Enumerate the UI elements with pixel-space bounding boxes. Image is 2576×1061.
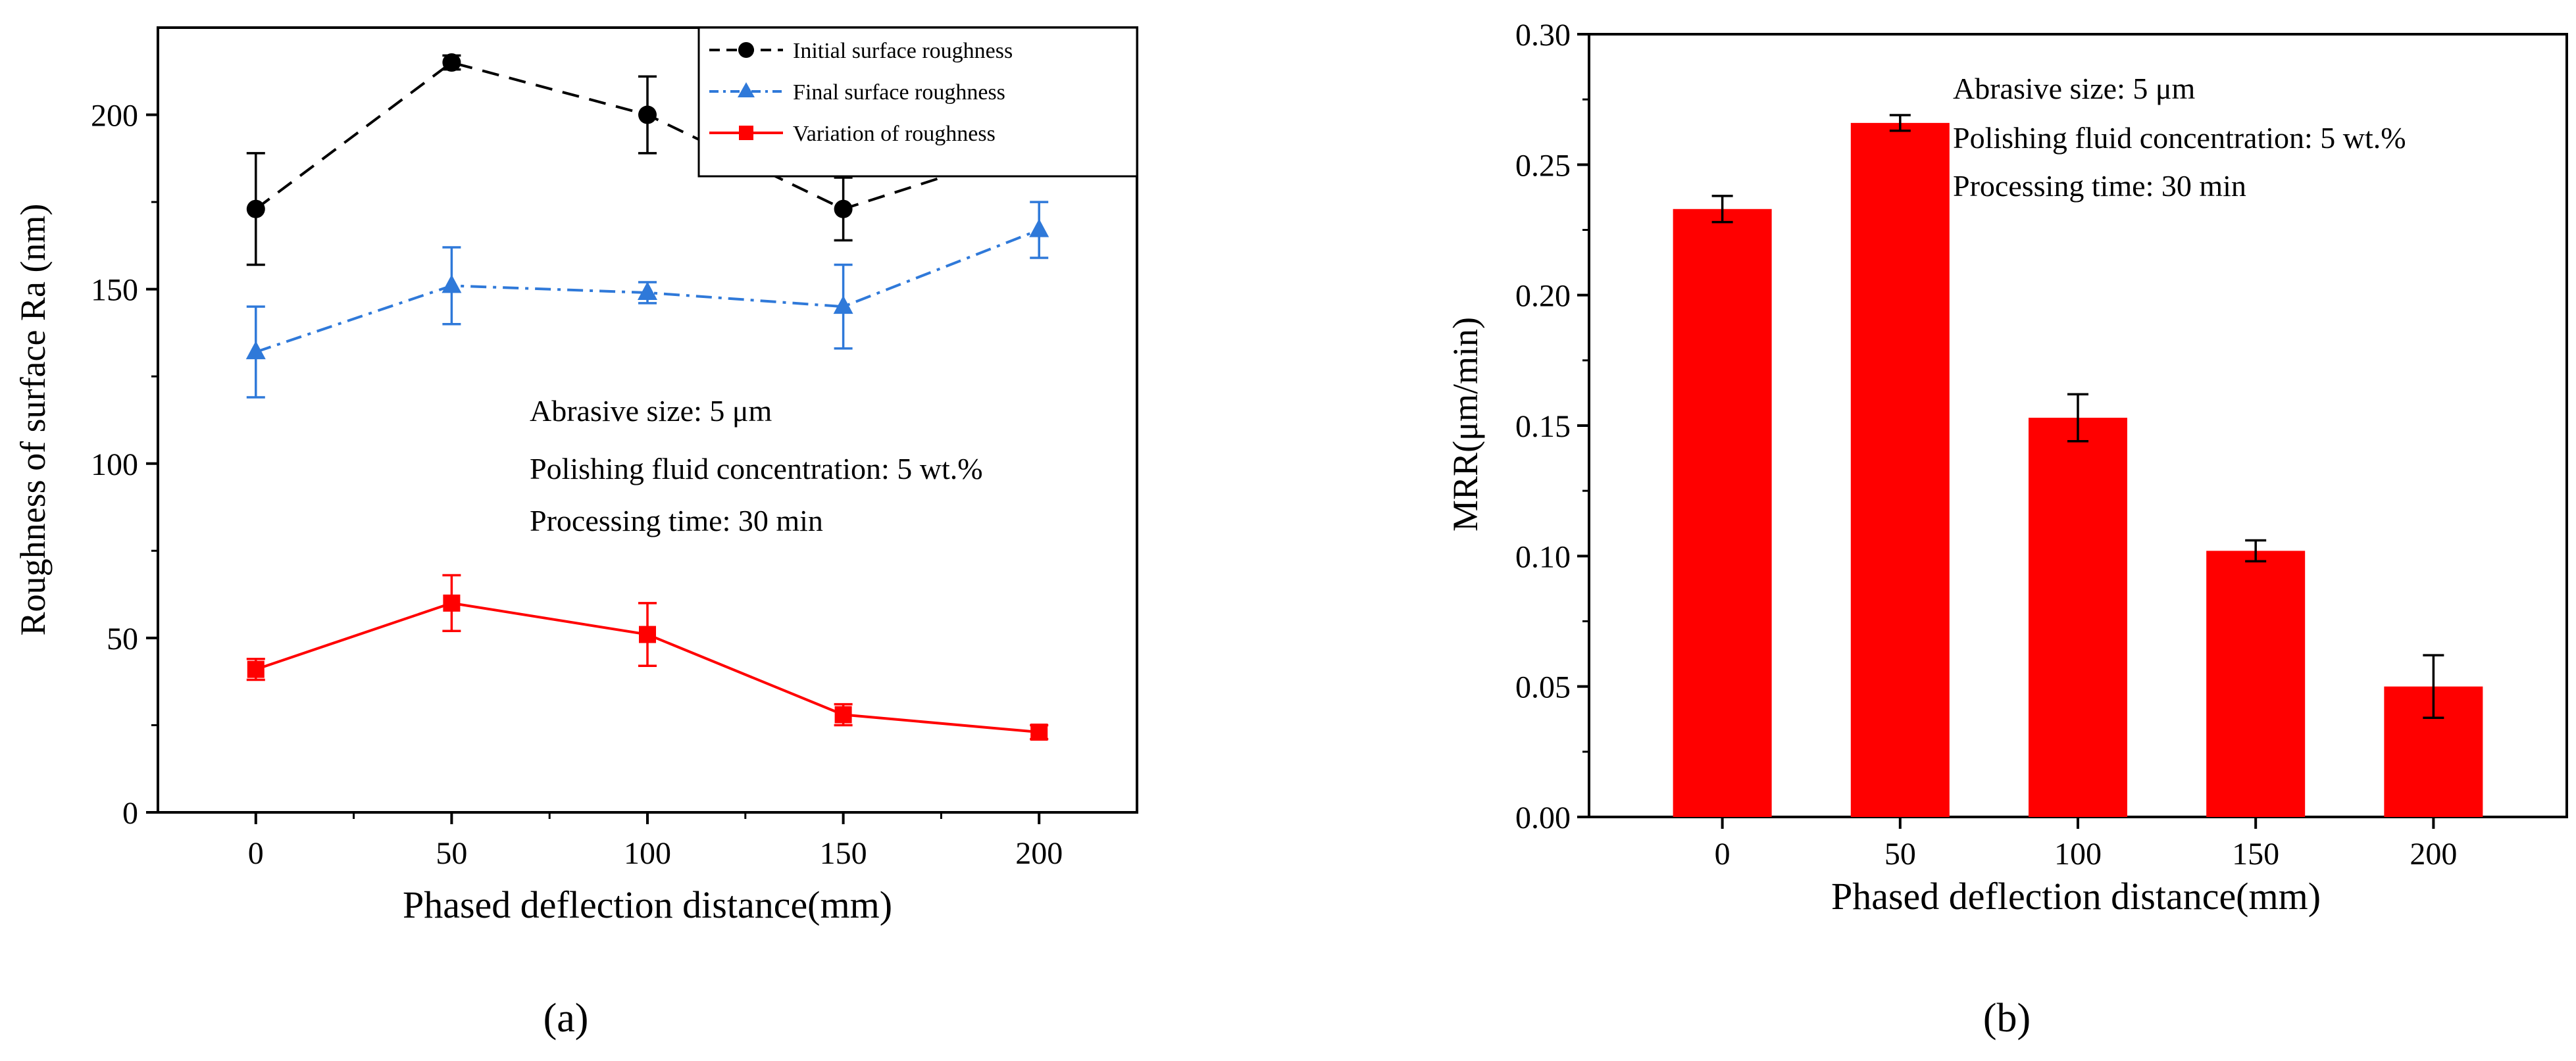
chart-b-x-tick-label: 150: [2232, 837, 2279, 872]
chart-b-y-tick-label: 0.20: [1515, 279, 1571, 314]
chart-a-data-point: [1030, 724, 1048, 741]
chart-b-y-tick-label: 0.15: [1515, 409, 1571, 444]
chart-b-y-tick-label: 0.30: [1515, 18, 1571, 53]
chart-b-annotation-fluid-concentration: Polishing fluid concentration: 5 wt.%: [1953, 121, 2406, 155]
chart-a-data-point: [638, 105, 657, 124]
chart-a-legend-marker: [739, 126, 753, 140]
chart-a-data-point: [246, 199, 265, 218]
chart-b-x-tick-label: 50: [1884, 837, 1916, 872]
chart-b: 0.00 0.05 0.10 0.15 0.20 0.25 0.30 0 50 100 150 200…: [1446, 18, 2568, 1041]
chart-b-annotation-abrasive-size: Abrasive size: 5 μm: [1953, 72, 2196, 105]
chart-b-x-tick-label: 100: [2054, 837, 2102, 872]
chart-b-bars: [1673, 114, 2483, 817]
chart-a-legend-label: Final surface roughness: [793, 80, 1005, 105]
chart-a-panel-label: (a): [543, 996, 589, 1041]
chart-a-data-point: [442, 53, 461, 72]
chart-a-legend-label: Variation of roughness: [793, 122, 996, 146]
chart-a-annotation-abrasive-size: Abrasive size: 5 μm: [530, 394, 772, 428]
chart-b-y-tick-label: 0.25: [1515, 148, 1571, 183]
chart-a: 0 50 100 150 200 0 50 100 150 200 Initial surface…: [13, 26, 1138, 1041]
chart-b-annotation-processing-time: Processing time: 30 min: [1953, 169, 2246, 203]
chart-a-legend-label: Initial surface roughness: [793, 39, 1013, 63]
chart-a-x-tick-label: 150: [820, 836, 867, 871]
chart-a-series: [245, 53, 1049, 741]
chart-b-y-tick-label: 0.10: [1515, 539, 1571, 574]
chart-b-axes: 0.00 0.05 0.10 0.15 0.20 0.25 0.30 0 50 100 150 200: [1515, 18, 2457, 872]
chart-b-bar: [2206, 551, 2306, 817]
chart-a-y-tick-label: 50: [107, 622, 138, 656]
chart-a-data-point: [245, 341, 266, 360]
chart-b-x-tick-label: 200: [2410, 837, 2457, 872]
chart-a-data-point: [442, 274, 462, 293]
chart-a-data-point: [833, 295, 853, 314]
chart-a-x-tick-label: 50: [436, 836, 467, 871]
chart-a-data-point: [247, 660, 265, 678]
chart-b-y-axis-label: MRR(μm/min): [1446, 317, 1485, 531]
chart-a-x-tick-label: 200: [1015, 836, 1063, 871]
chart-b-x-axis-label: Phased deflection distance(mm): [1831, 875, 2321, 918]
chart-a-data-point: [834, 199, 853, 218]
chart-a-legend-box: [697, 26, 1138, 178]
chart-a-y-axis-label: Roughness of surface Ra (nm): [13, 204, 53, 636]
chart-a-axes: 0 50 100 150 200 0 50 100 150 200: [91, 99, 1063, 871]
chart-a-annotation-processing-time: Processing time: 30 min: [530, 504, 823, 537]
chart-a-legend-marker: [738, 82, 755, 97]
chart-a-x-tick-label: 0: [248, 836, 264, 871]
chart-a-series-3: [246, 574, 1049, 741]
chart-a-data-point: [639, 626, 656, 643]
chart-b-panel-label: (b): [1983, 996, 2031, 1041]
chart-a-data-point: [1029, 218, 1049, 237]
chart-b-y-tick-label: 0.00: [1515, 801, 1571, 835]
chart-a-y-tick-label: 0: [122, 796, 138, 831]
chart-a-data-point: [443, 594, 461, 612]
chart-a-x-axis-label: Phased deflection distance(mm): [403, 883, 892, 926]
chart-a-legend-marker: [738, 42, 754, 58]
chart-b-bar: [1850, 122, 1950, 817]
chart-b-x-tick-label: 0: [1715, 837, 1730, 872]
chart-b-bar: [1673, 209, 1772, 817]
chart-a-y-tick-label: 100: [91, 447, 138, 482]
chart-a-annotation-fluid-concentration: Polishing fluid concentration: 5 wt.%: [530, 452, 983, 485]
chart-b-bar: [2029, 418, 2127, 817]
chart-a-data-point: [834, 706, 852, 724]
chart-a-x-tick-label: 100: [624, 836, 671, 871]
chart-b-y-tick-label: 0.05: [1515, 670, 1571, 705]
chart-a-y-tick-label: 200: [91, 99, 138, 134]
chart-a-legend: Initial surface roughness Final surface r…: [697, 26, 1138, 178]
chart-a-series-2: [245, 201, 1049, 399]
chart-a-data-point: [638, 281, 657, 300]
chart-a-y-tick-label: 150: [91, 273, 138, 308]
